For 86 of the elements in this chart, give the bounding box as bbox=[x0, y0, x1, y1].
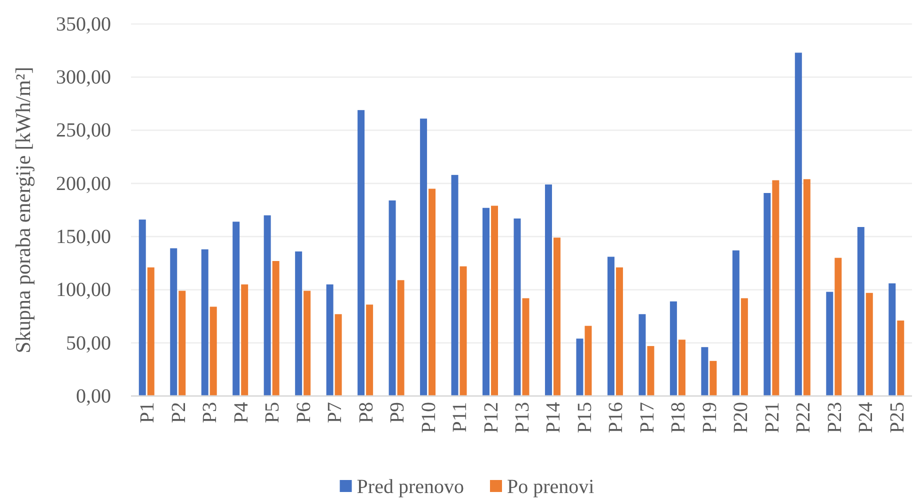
bar bbox=[607, 256, 614, 396]
x-tick-label: P18 bbox=[668, 402, 690, 434]
x-tick-label: P6 bbox=[292, 402, 315, 424]
bar bbox=[616, 267, 623, 396]
bar bbox=[647, 346, 654, 396]
bar bbox=[147, 267, 154, 396]
bar bbox=[232, 222, 240, 396]
bar bbox=[826, 292, 834, 396]
bar bbox=[366, 304, 374, 396]
bar bbox=[803, 179, 810, 396]
y-tick-label: 100,00 bbox=[56, 279, 111, 302]
x-tick-label: P15 bbox=[574, 402, 596, 434]
legend-label: Po prenovi bbox=[506, 476, 595, 498]
bar bbox=[491, 206, 498, 396]
x-tick-label: P23 bbox=[824, 402, 846, 434]
x-tick-label: P9 bbox=[386, 402, 409, 424]
y-tick-label: 200,00 bbox=[56, 172, 111, 195]
bar bbox=[326, 284, 334, 396]
x-tick-label: P20 bbox=[730, 402, 752, 434]
x-tick-label: P10 bbox=[418, 402, 440, 434]
bar bbox=[678, 340, 686, 396]
x-tick-label: P25 bbox=[886, 402, 908, 434]
bar bbox=[138, 220, 146, 396]
bar bbox=[397, 280, 404, 396]
bar bbox=[170, 248, 178, 396]
x-tick-label: P5 bbox=[262, 402, 284, 424]
x-tick-label: P14 bbox=[542, 402, 565, 434]
bar bbox=[638, 314, 646, 396]
bar bbox=[482, 208, 490, 396]
bar bbox=[522, 298, 530, 396]
bar bbox=[576, 338, 584, 396]
bar bbox=[428, 188, 436, 396]
bar bbox=[544, 184, 552, 396]
bar bbox=[210, 306, 217, 396]
bar bbox=[740, 298, 748, 396]
bar bbox=[334, 314, 342, 396]
bar bbox=[794, 52, 802, 396]
bar bbox=[670, 301, 677, 396]
bar bbox=[241, 284, 248, 396]
bar bbox=[866, 292, 873, 396]
y-tick-label: 150,00 bbox=[56, 226, 111, 248]
y-tick-label: 50,00 bbox=[66, 332, 111, 354]
x-tick-label: P7 bbox=[324, 402, 346, 424]
y-tick-label: 0,00 bbox=[76, 385, 111, 408]
bar bbox=[710, 360, 717, 396]
bar bbox=[178, 290, 186, 396]
x-tick-label: P1 bbox=[136, 402, 159, 424]
x-tick-label: P3 bbox=[199, 402, 222, 424]
y-tick-label: 350,00 bbox=[56, 13, 111, 36]
x-tick-label: P12 bbox=[480, 402, 502, 434]
x-tick-label: P17 bbox=[636, 402, 658, 434]
bar bbox=[272, 261, 280, 396]
x-tick-label: P24 bbox=[855, 402, 878, 434]
x-tick-label: P22 bbox=[792, 402, 815, 434]
bar bbox=[553, 238, 560, 396]
bar bbox=[764, 192, 771, 396]
bar bbox=[295, 251, 302, 396]
bar bbox=[388, 200, 396, 396]
bar bbox=[420, 118, 428, 396]
x-tick-label: P21 bbox=[761, 402, 784, 434]
bar bbox=[451, 174, 458, 396]
x-tick-label: P8 bbox=[355, 402, 378, 424]
y-tick-label: 250,00 bbox=[56, 120, 111, 142]
x-tick-label: P11 bbox=[449, 402, 472, 432]
bar bbox=[358, 110, 365, 396]
x-tick-label: P13 bbox=[512, 402, 534, 434]
bar bbox=[264, 215, 271, 396]
bar bbox=[834, 258, 842, 396]
bar bbox=[857, 227, 864, 396]
bar bbox=[732, 250, 740, 396]
x-tick-label: P4 bbox=[230, 402, 252, 424]
bar bbox=[888, 283, 896, 396]
x-tick-label: P16 bbox=[605, 402, 628, 434]
bar bbox=[304, 290, 311, 396]
x-tick-label: P2 bbox=[168, 402, 190, 424]
bar bbox=[201, 249, 208, 396]
y-axis-title: Skupna poraba energije [kWh/m²] bbox=[11, 66, 35, 354]
legend-label: Pred prenovo bbox=[356, 476, 464, 498]
y-tick-label: 300,00 bbox=[56, 66, 111, 89]
bar bbox=[584, 326, 592, 396]
bar bbox=[514, 218, 521, 396]
bar bbox=[897, 320, 904, 396]
x-tick-label: P19 bbox=[698, 402, 721, 434]
bar bbox=[701, 347, 708, 396]
bar bbox=[772, 180, 780, 396]
bar bbox=[460, 266, 467, 396]
